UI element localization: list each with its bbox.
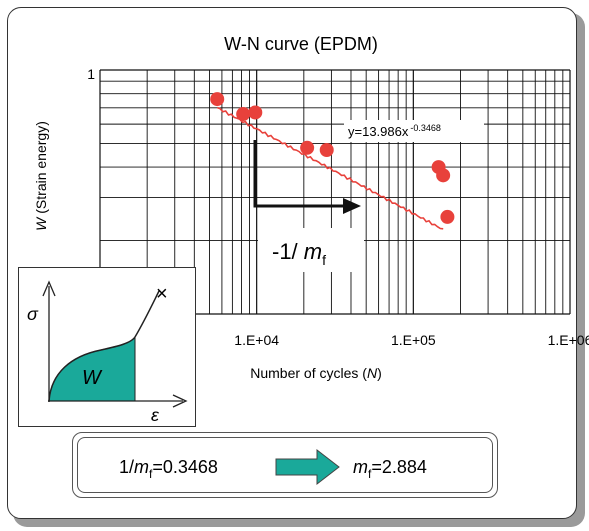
x-axis-label-pre: Number of cycles ( (250, 365, 367, 381)
x-tick-label: 1.E+06 (548, 332, 589, 348)
data-point (319, 143, 334, 158)
stress-strain-inset: σ ε W × (18, 267, 196, 427)
formula-box: 1/mf=0.3468 mf=2.884 (72, 432, 498, 498)
trendline (216, 106, 444, 230)
inset-y-arrowhead (42, 280, 56, 297)
stress-strain-curve (48, 290, 160, 402)
slope-pre: -1/ (272, 239, 304, 264)
inset-fracture-mark: × (156, 283, 168, 305)
equation-box (344, 120, 484, 142)
formula-content: 1/mf=0.3468 mf=2.884 (119, 448, 427, 486)
y-axis-label: W (Strain energy) (33, 121, 49, 231)
inset-x-arrowhead (172, 394, 188, 408)
data-point (248, 105, 263, 120)
x-axis-label-post: ) (377, 365, 382, 381)
formula-left-italic: m (134, 457, 149, 477)
formula-right-italic: m (353, 457, 368, 477)
formula-arrow-icon (275, 448, 340, 486)
data-point (300, 140, 315, 155)
formula-right-sub: f (368, 467, 372, 481)
data-point (436, 168, 451, 183)
formula-left: 1/mf=0.3468 (119, 457, 218, 481)
x-axis-label-italic: N (367, 365, 378, 381)
trendline-equation: y=13.986x -0.3468 (348, 123, 441, 139)
formula-inner-border (77, 437, 493, 493)
slope-arrow (253, 140, 348, 208)
slope-annotation: -1/ mf (272, 239, 326, 268)
equation-text: y=13.986x (348, 124, 409, 139)
x-tick-label: 1.E+04 (234, 332, 279, 348)
data-point (236, 107, 251, 122)
y-axis-label-post: (Strain energy) (33, 121, 49, 217)
inset-w-label: W (82, 367, 103, 389)
chart-title: W-N curve (EPDM) (224, 34, 378, 54)
y-axis-label-italic: W (33, 216, 49, 231)
formula-left-sub: f (149, 467, 153, 481)
data-points (210, 92, 455, 224)
slope-italic: m (304, 239, 322, 264)
x-tick-labels: 1.E+04 1.E+05 1.E+06 (234, 332, 589, 348)
formula-right-post: =2.884 (371, 457, 427, 477)
inset-diagram: σ ε W × (27, 280, 188, 425)
inset-sigma-label: σ (27, 304, 39, 324)
slope-arrow-head (343, 198, 361, 214)
data-point (440, 209, 455, 224)
equation-exponent: -0.3468 (410, 123, 441, 133)
inset-epsilon-label: ε (151, 405, 160, 425)
x-axis-label: Number of cycles (N) (250, 365, 382, 381)
data-point (210, 92, 225, 107)
formula-right: mf=2.884 (353, 457, 427, 481)
slope-sub: f (322, 252, 326, 268)
formula-left-pre: 1/ (119, 457, 134, 477)
x-tick-label: 1.E+05 (391, 332, 436, 348)
slope-label-box (258, 228, 364, 272)
y-top-tick-label: 1 (87, 66, 95, 82)
formula-left-post: =0.3468 (152, 457, 218, 477)
